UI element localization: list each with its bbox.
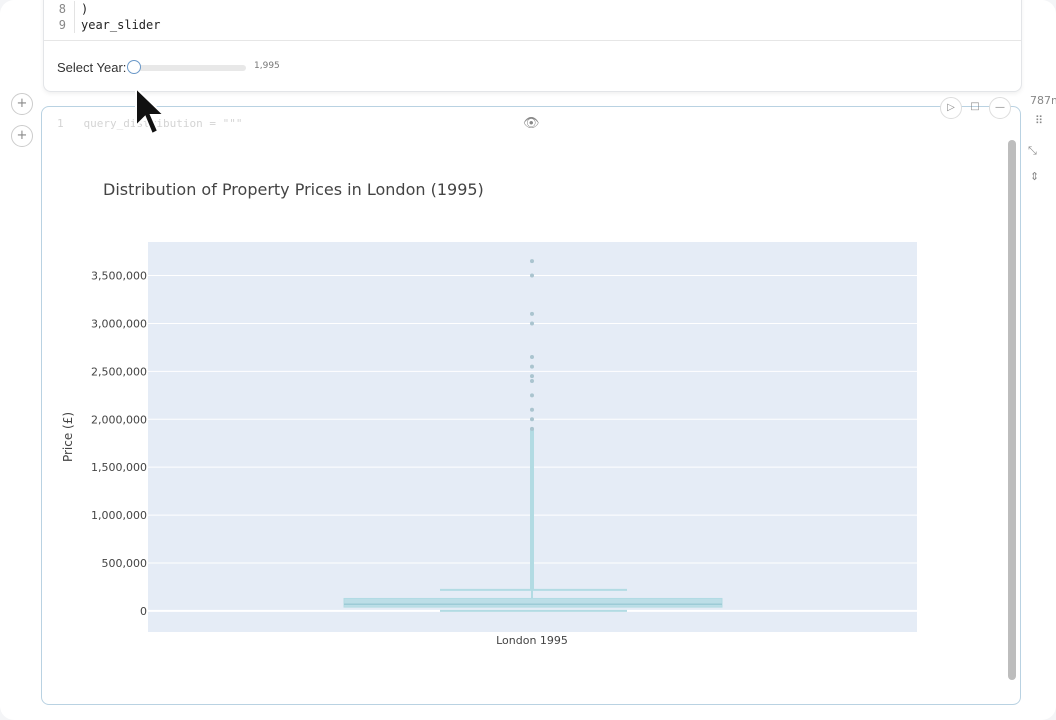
outlier-point[interactable] [530, 426, 534, 431]
slider-value: 1,995 [254, 61, 280, 71]
code-line: ) [81, 2, 89, 16]
outlier-band [530, 428, 534, 590]
cell-output: Select Year: 1,995 [44, 40, 1021, 91]
code-line: year_slider [81, 18, 161, 32]
chart-title: Distribution of Property Prices in Londo… [103, 180, 484, 199]
run-time: 787ms [1030, 94, 1056, 107]
y-tick-label: 2,500,000 [91, 365, 147, 378]
eye-icon[interactable]: 👁 [523, 116, 540, 131]
y-axis-label: Price (£) [61, 412, 75, 462]
y-tick-label: 3,000,000 [91, 317, 147, 330]
stop-button[interactable]: □ [965, 97, 985, 117]
outlier-point[interactable] [530, 354, 534, 359]
outlier-point[interactable] [530, 259, 534, 264]
code-editor[interactable]: 8) 9 year_slider [44, 1, 160, 33]
box[interactable] [343, 597, 723, 608]
square-icon: □ [970, 101, 980, 112]
outlier-point[interactable] [530, 393, 534, 398]
slider-label: Select Year: [57, 60, 127, 75]
add-cell-button[interactable]: + [11, 125, 33, 147]
y-tick-label: 1,500,000 [91, 461, 147, 474]
outlier-point[interactable] [530, 364, 534, 369]
outlier-point[interactable] [530, 407, 534, 412]
plus-icon: + [16, 96, 28, 111]
add-cell-button[interactable]: + [11, 93, 33, 115]
outlier-point[interactable] [530, 321, 534, 326]
line-number: 9 [44, 17, 75, 33]
minus-icon: — [995, 102, 1005, 113]
year-slider-thumb[interactable] [127, 60, 141, 74]
collapse-button[interactable]: — [989, 97, 1011, 119]
drag-handle-icon[interactable]: ⠿ [1035, 114, 1044, 127]
y-tick-label: 1,000,000 [91, 509, 147, 522]
y-tick-label: 2,000,000 [91, 413, 147, 426]
y-tick-label: 3,500,000 [91, 270, 147, 283]
expand-icon[interactable]: ⤡ [1028, 144, 1037, 157]
line-number: 8 [44, 1, 75, 17]
outlier-point[interactable] [530, 417, 534, 422]
outlier-point[interactable] [530, 273, 534, 278]
run-button[interactable]: ▷ [940, 97, 962, 119]
x-tick-label: London 1995 [496, 634, 568, 647]
outlier-point[interactable] [530, 378, 534, 383]
chevron-updown-icon[interactable]: ⇕ [1030, 170, 1040, 183]
outlier-point[interactable] [530, 374, 534, 379]
line-number: 1 [57, 117, 64, 130]
ghost-code: 1 query_distribution = """ [57, 117, 242, 130]
mouse-cursor-icon [135, 86, 167, 136]
y-tick-label: 500,000 [102, 557, 148, 570]
scrollbar[interactable] [1008, 140, 1016, 680]
slider-cell: 8) 9 year_slider Select Year: 1,995 [43, 0, 1022, 92]
outlier-point[interactable] [530, 311, 534, 316]
play-icon: ▷ [947, 102, 955, 113]
plus-icon: + [16, 128, 28, 143]
code-line: query_distribution = """ [83, 117, 243, 130]
y-tick-label: 0 [140, 605, 147, 618]
year-slider-track[interactable] [134, 65, 246, 71]
